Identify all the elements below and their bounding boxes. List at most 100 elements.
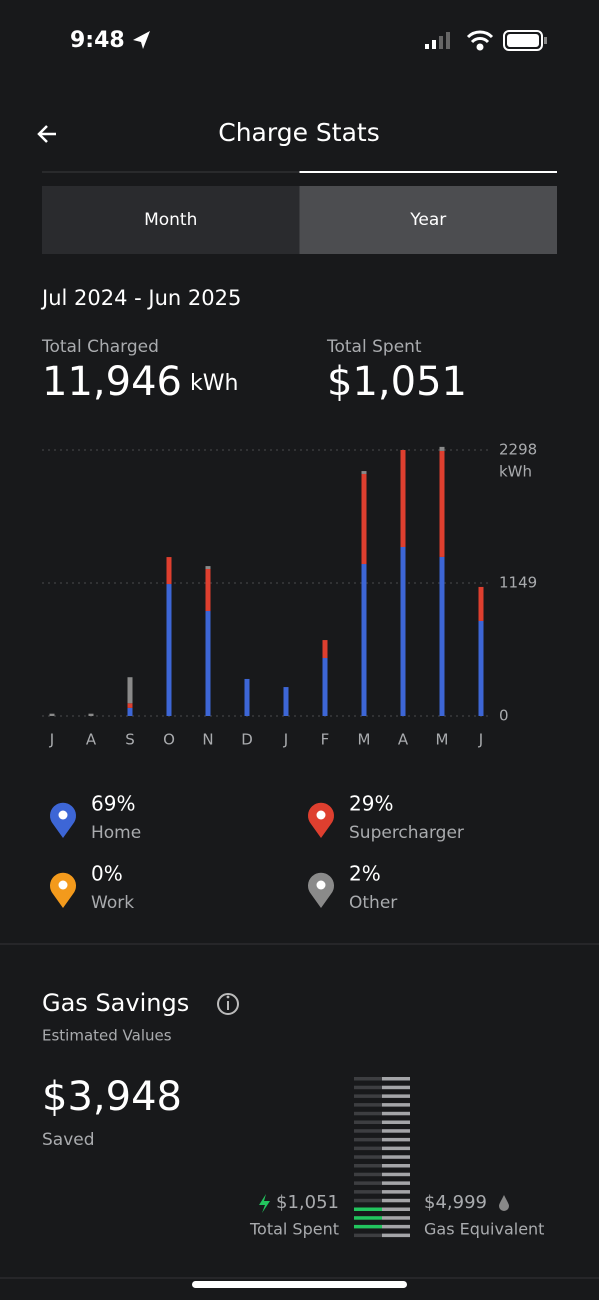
x-tick-label: D	[241, 731, 253, 749]
bar-segment	[205, 566, 211, 569]
bar-segment	[166, 557, 172, 585]
ladder-right	[382, 1207, 410, 1211]
gas-spent-label: Total Spent	[249, 1220, 339, 1239]
tab[interactable]	[42, 186, 300, 254]
x-tick-label: N	[202, 731, 213, 749]
ladder-right	[382, 1120, 410, 1124]
back-button[interactable]	[37, 125, 56, 143]
charged-label: Total Charged	[41, 337, 159, 357]
bolt-icon	[259, 1194, 270, 1213]
bar-segment	[205, 611, 211, 716]
gas-equivalent-label: Gas Equivalent	[424, 1220, 544, 1239]
ladder-left	[354, 1085, 382, 1090]
ladder-left	[354, 1190, 382, 1194]
drop-icon	[499, 1195, 509, 1211]
location-icon	[133, 31, 150, 49]
legend-pin	[308, 872, 335, 908]
ladder-left	[354, 1233, 382, 1238]
gas-spent-value: $1,051	[276, 1192, 339, 1213]
bar-segment	[439, 446, 445, 451]
ladder-right	[382, 1146, 410, 1151]
bar-segment	[322, 658, 328, 716]
ladder-left	[354, 1077, 382, 1081]
bar-segment	[361, 564, 367, 716]
saved-value: $3,948	[42, 1074, 182, 1120]
bar-segment	[439, 556, 445, 716]
legend-name: Home	[91, 823, 141, 843]
bar-segment	[478, 586, 484, 621]
bar-segment	[478, 620, 484, 716]
gas-title: Gas Savings	[42, 989, 189, 1017]
ladder-left	[354, 1207, 382, 1211]
ladder-left	[354, 1172, 382, 1177]
legend-share: 0%	[91, 862, 123, 886]
ladder-right	[382, 1190, 410, 1194]
tab[interactable]	[299, 186, 558, 254]
legend-name: Work	[91, 893, 134, 913]
ladder-right	[382, 1172, 410, 1177]
ladder-left	[354, 1181, 382, 1185]
ladder-right	[382, 1216, 410, 1220]
bar-segment	[127, 677, 133, 704]
legend-pin-icon	[316, 810, 326, 820]
savings-graphic	[354, 1077, 410, 1238]
x-tick-label: M	[358, 731, 371, 749]
tab-label[interactable]: Year	[409, 210, 446, 230]
bar-segment	[49, 713, 55, 716]
legend-name: Other	[349, 893, 397, 913]
legend-pin	[308, 802, 335, 838]
bar-segment	[283, 687, 289, 716]
spent-value: $1,051	[327, 359, 467, 405]
ladder-left	[354, 1120, 382, 1124]
x-tick-label: O	[163, 731, 175, 749]
ladder-right	[382, 1233, 410, 1238]
bar-segment	[361, 473, 367, 565]
legend-name: Supercharger	[349, 823, 464, 843]
saved-label: Saved	[42, 1130, 95, 1150]
spent-label: Total Spent	[326, 337, 422, 357]
ladder-left	[354, 1224, 382, 1229]
charged-number: 11,946	[42, 359, 182, 405]
wifi-icon	[466, 30, 494, 51]
gas-equivalent-value: $4,999	[424, 1192, 487, 1213]
x-tick-label: A	[398, 731, 409, 749]
bar-segment	[166, 584, 172, 716]
bar-segment	[127, 703, 133, 708]
legend: 69% Home 29% Supercharger 0% Work 2% Other	[50, 792, 464, 913]
legend-pin-icon	[58, 810, 68, 820]
ladder-left	[354, 1103, 382, 1107]
ladder-left	[354, 1198, 382, 1203]
bar-segment	[400, 547, 406, 716]
ladder-right	[382, 1111, 410, 1116]
ladder-right	[382, 1164, 410, 1168]
ladder-right	[382, 1077, 410, 1081]
x-tick-label: A	[86, 731, 97, 749]
x-tick-label: J	[283, 731, 288, 749]
x-tick-label: J	[478, 731, 483, 749]
legend-share: 29%	[349, 792, 393, 816]
ladder-right	[382, 1224, 410, 1229]
ladder-right	[382, 1198, 410, 1203]
x-tick-label: M	[436, 731, 449, 749]
x-tick-label: J	[49, 731, 54, 749]
y-tick-label: 0	[499, 707, 509, 725]
ladder-left	[354, 1146, 382, 1151]
ladder-left	[354, 1111, 382, 1116]
ladder-right	[382, 1094, 410, 1098]
ladder-left	[354, 1129, 382, 1133]
info-icon[interactable]	[217, 993, 239, 1015]
ladder-left	[354, 1155, 382, 1159]
legend-pin-icon	[58, 880, 68, 890]
ladder-right	[382, 1155, 410, 1159]
status-time: 9:48	[70, 28, 125, 53]
legend-pin	[50, 802, 77, 838]
y-tick-label: 1149	[499, 574, 537, 592]
ladder-left	[354, 1137, 382, 1142]
period: Jul 2024 - Jun 2025	[40, 286, 241, 310]
tab-label[interactable]: Month	[144, 210, 197, 230]
legend-pin	[50, 872, 77, 908]
y-unit: kWh	[499, 463, 532, 481]
battery-icon	[503, 30, 547, 51]
bar-segment	[205, 568, 211, 612]
